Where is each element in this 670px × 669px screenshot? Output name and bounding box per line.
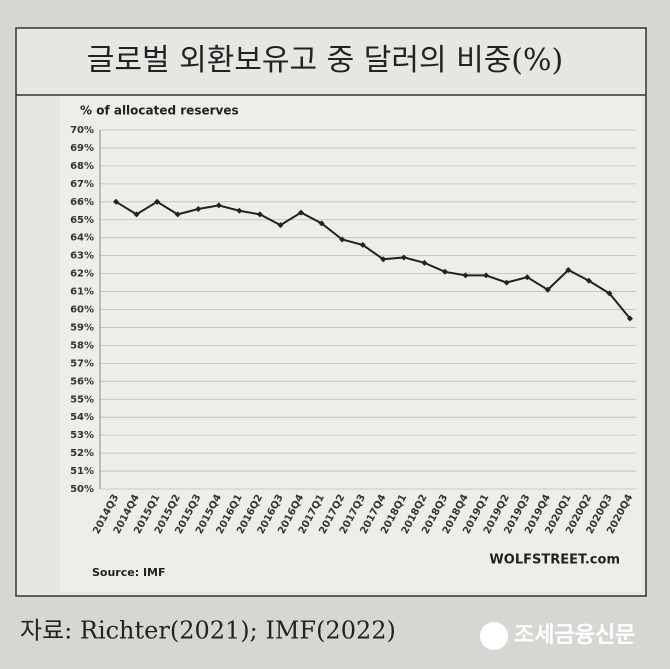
marker <box>544 286 551 293</box>
y-tick-label: 61% <box>70 287 94 298</box>
y-tick-label: 65% <box>70 215 94 226</box>
source: Source: IMF <box>92 566 166 579</box>
marker <box>441 268 448 275</box>
y-tick-label: 60% <box>70 305 94 316</box>
logo <box>480 622 508 650</box>
watermark: 조세금융신문 <box>514 623 635 648</box>
marker <box>195 205 202 212</box>
y-tick-label: 66% <box>70 197 94 208</box>
y-tick-label: 63% <box>70 251 94 262</box>
chart-panel <box>60 96 642 592</box>
marker <box>400 254 407 261</box>
marker <box>524 274 531 281</box>
marker <box>339 236 346 243</box>
y-axis-label: % of allocated reserves <box>80 104 239 118</box>
marker <box>421 259 428 266</box>
y-tick-label: 55% <box>70 394 94 405</box>
marker <box>606 290 613 297</box>
marker <box>359 241 366 248</box>
marker <box>462 272 469 279</box>
y-tick-label: 64% <box>70 233 94 244</box>
marker <box>318 220 325 227</box>
y-tick-label: 62% <box>70 269 94 280</box>
y-tick-label: 57% <box>70 358 94 369</box>
y-tick-label: 59% <box>70 322 94 333</box>
y-tick-label: 54% <box>70 412 94 423</box>
marker <box>380 256 387 263</box>
marker <box>565 267 572 274</box>
y-tick-label: 58% <box>70 340 94 351</box>
y-tick-label: 67% <box>70 179 94 190</box>
y-tick-label: 56% <box>70 376 94 387</box>
marker <box>256 211 263 218</box>
y-tick-label: 50% <box>70 484 94 495</box>
y-tick-label: 52% <box>70 448 94 459</box>
marker <box>585 277 592 284</box>
line <box>115 200 631 320</box>
y-tick-label: 70% <box>70 125 94 136</box>
y-tick-label: 68% <box>70 161 94 172</box>
marker <box>627 315 633 322</box>
marker <box>503 279 510 286</box>
y-tick-label: 69% <box>70 143 94 154</box>
marker <box>174 211 181 218</box>
marker <box>277 222 284 229</box>
footer-source: 자료: Richter(2021); IMF(2022) <box>20 617 396 645</box>
marker <box>483 272 490 279</box>
y-tick-label: 51% <box>70 466 94 477</box>
marker <box>113 198 119 205</box>
marker <box>236 207 243 214</box>
credit: WOLFSTREET.com <box>489 553 620 568</box>
marker <box>154 198 161 205</box>
y-tick-label: 53% <box>70 430 94 441</box>
marker <box>133 211 140 218</box>
marker <box>215 202 222 209</box>
chart-title: 글로벌 외환보유고 중 달러의 비중(%) <box>87 43 563 78</box>
marker <box>298 209 305 216</box>
